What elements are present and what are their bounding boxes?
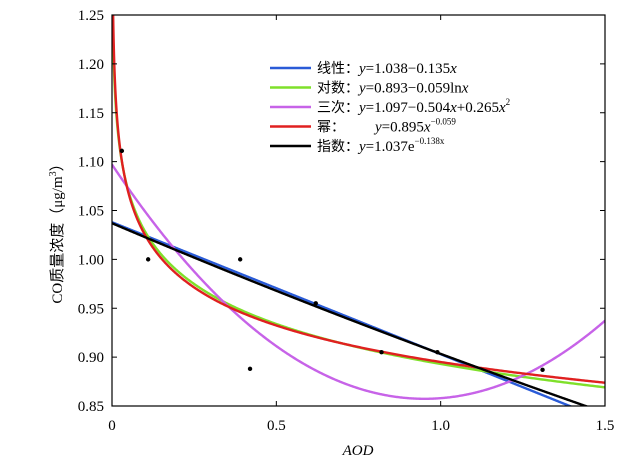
fit-curve-power xyxy=(112,15,605,384)
data-point xyxy=(247,366,253,372)
fit-curve-linear xyxy=(112,221,573,406)
legend-label: 幂： xyxy=(317,120,345,136)
fit-curves xyxy=(112,15,605,406)
y-tick-label: 0.85 xyxy=(78,399,104,415)
data-point xyxy=(313,301,318,306)
y-tick-label: 1.05 xyxy=(78,204,104,220)
data-point xyxy=(119,148,125,154)
x-axis-label: AOD xyxy=(342,443,374,459)
data-point xyxy=(435,350,440,355)
data-point xyxy=(540,367,545,373)
legend-equation: y=0.893−0.059lnx xyxy=(357,81,469,97)
data-point xyxy=(379,350,384,355)
x-axis: 0 0.5 1.0 1.5 xyxy=(108,15,614,434)
legend-equation: y=1.038−0.135x xyxy=(357,61,457,77)
legend-label: 线性： xyxy=(317,61,359,77)
data-points xyxy=(119,148,545,373)
fit-curve-cubic xyxy=(112,163,605,400)
data-point xyxy=(145,257,151,262)
x-tick-label: 0.5 xyxy=(267,418,286,434)
y-axis: 0.85 0.90 0.95 1.00 1.05 1.10 1.15 1.20 1.25 xyxy=(78,8,605,415)
legend-label: 对数： xyxy=(317,81,359,97)
legend-equation: y=1.097−0.504x+0.265x2 xyxy=(357,97,510,116)
y-tick-label: 1.10 xyxy=(78,155,104,171)
legend-label: 指数： xyxy=(317,139,359,155)
y-tick-label: 1.20 xyxy=(78,57,104,73)
y-tick-label: 1.15 xyxy=(78,106,104,122)
y-tick-label: 0.90 xyxy=(78,350,104,366)
legend-equation: y=0.895x−0.059 xyxy=(373,117,456,136)
x-tick-label: 1.0 xyxy=(431,418,450,434)
fit-curve-exp xyxy=(112,222,590,406)
data-point xyxy=(237,257,243,262)
legend-background xyxy=(262,50,562,155)
legend-equation: y=1.037e−0.138x xyxy=(357,136,445,155)
y-tick-label: 1.00 xyxy=(78,252,104,268)
y-tick-label: 0.95 xyxy=(78,301,104,317)
y-axis-label: CO质量浓度（μg/m3） xyxy=(48,156,66,303)
x-tick-label: 0 xyxy=(108,418,116,434)
x-tick-label: 1.5 xyxy=(596,418,615,434)
legend-label: 三次： xyxy=(317,100,359,116)
y-tick-label: 1.25 xyxy=(78,8,104,24)
